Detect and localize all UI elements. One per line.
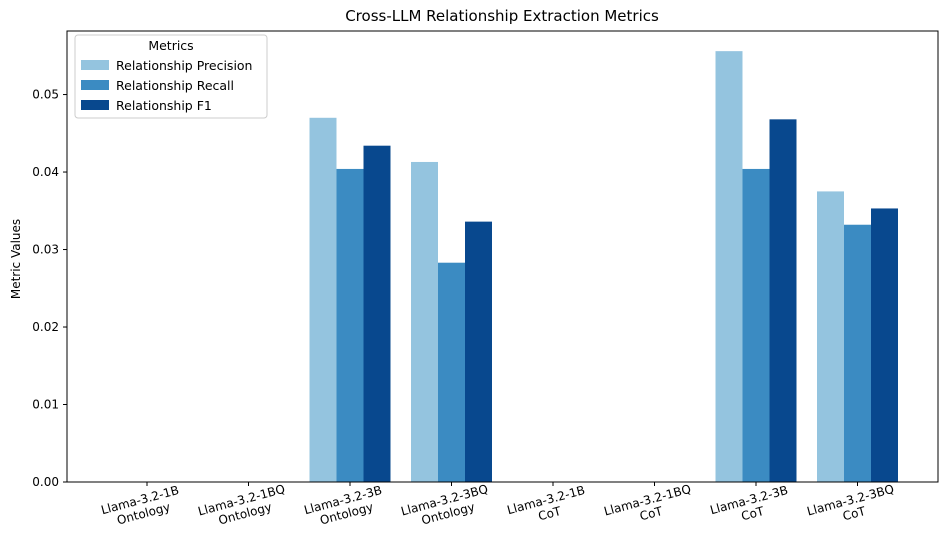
legend-items: Relationship Precision Relationship Recal… [81,58,252,113]
bar-relationship-f1 [769,119,797,482]
bar-relationship-recall [742,168,770,483]
legend: Metrics Relationship PrecisionRelationsh… [74,34,268,119]
y-tick-label: 0.02 [32,320,59,334]
bar-relationship-precision [817,191,844,482]
legend-entry: Relationship F1 [116,98,212,113]
plot-frame [66,30,939,483]
bar-relationship-f1 [465,221,492,483]
y-axis: 0.00 0.01 0.02 0.03 0.04 0.05 [32,88,67,489]
bar-relationship-recall [336,168,364,483]
legend-entry: Relationship Precision [116,58,252,73]
x-tick-label-line: CoT [740,504,767,524]
bar-relationship-recall [438,262,465,482]
bar-relationship-recall [844,224,871,482]
bar-relationship-precision [411,161,438,482]
bar-relationship-f1 [363,145,391,482]
x-tick-label-line: CoT [841,504,868,524]
legend-swatch [81,100,109,110]
bars-group [309,51,898,483]
y-axis-label: Metric Values [9,219,23,299]
legend-title: Metrics [148,38,193,53]
legend-entry: Relationship Recall [116,78,234,93]
chart-title: Cross-LLM Relationship Extraction Metric… [345,7,659,25]
x-tick-label-line: CoT [537,504,564,524]
legend-swatch [81,80,109,90]
legend-box [74,34,268,119]
y-tick-label: 0.00 [32,475,59,489]
bar-relationship-precision [715,51,743,482]
legend-swatch [81,60,109,70]
bar-relationship-f1 [871,208,898,482]
y-tick-label: 0.01 [32,398,59,412]
y-tick-label: 0.03 [32,243,59,257]
y-tick-label: 0.04 [32,165,59,179]
bar-relationship-precision [309,117,337,482]
x-tick-label-line: CoT [638,504,665,524]
y-tick-label: 0.05 [32,88,59,102]
